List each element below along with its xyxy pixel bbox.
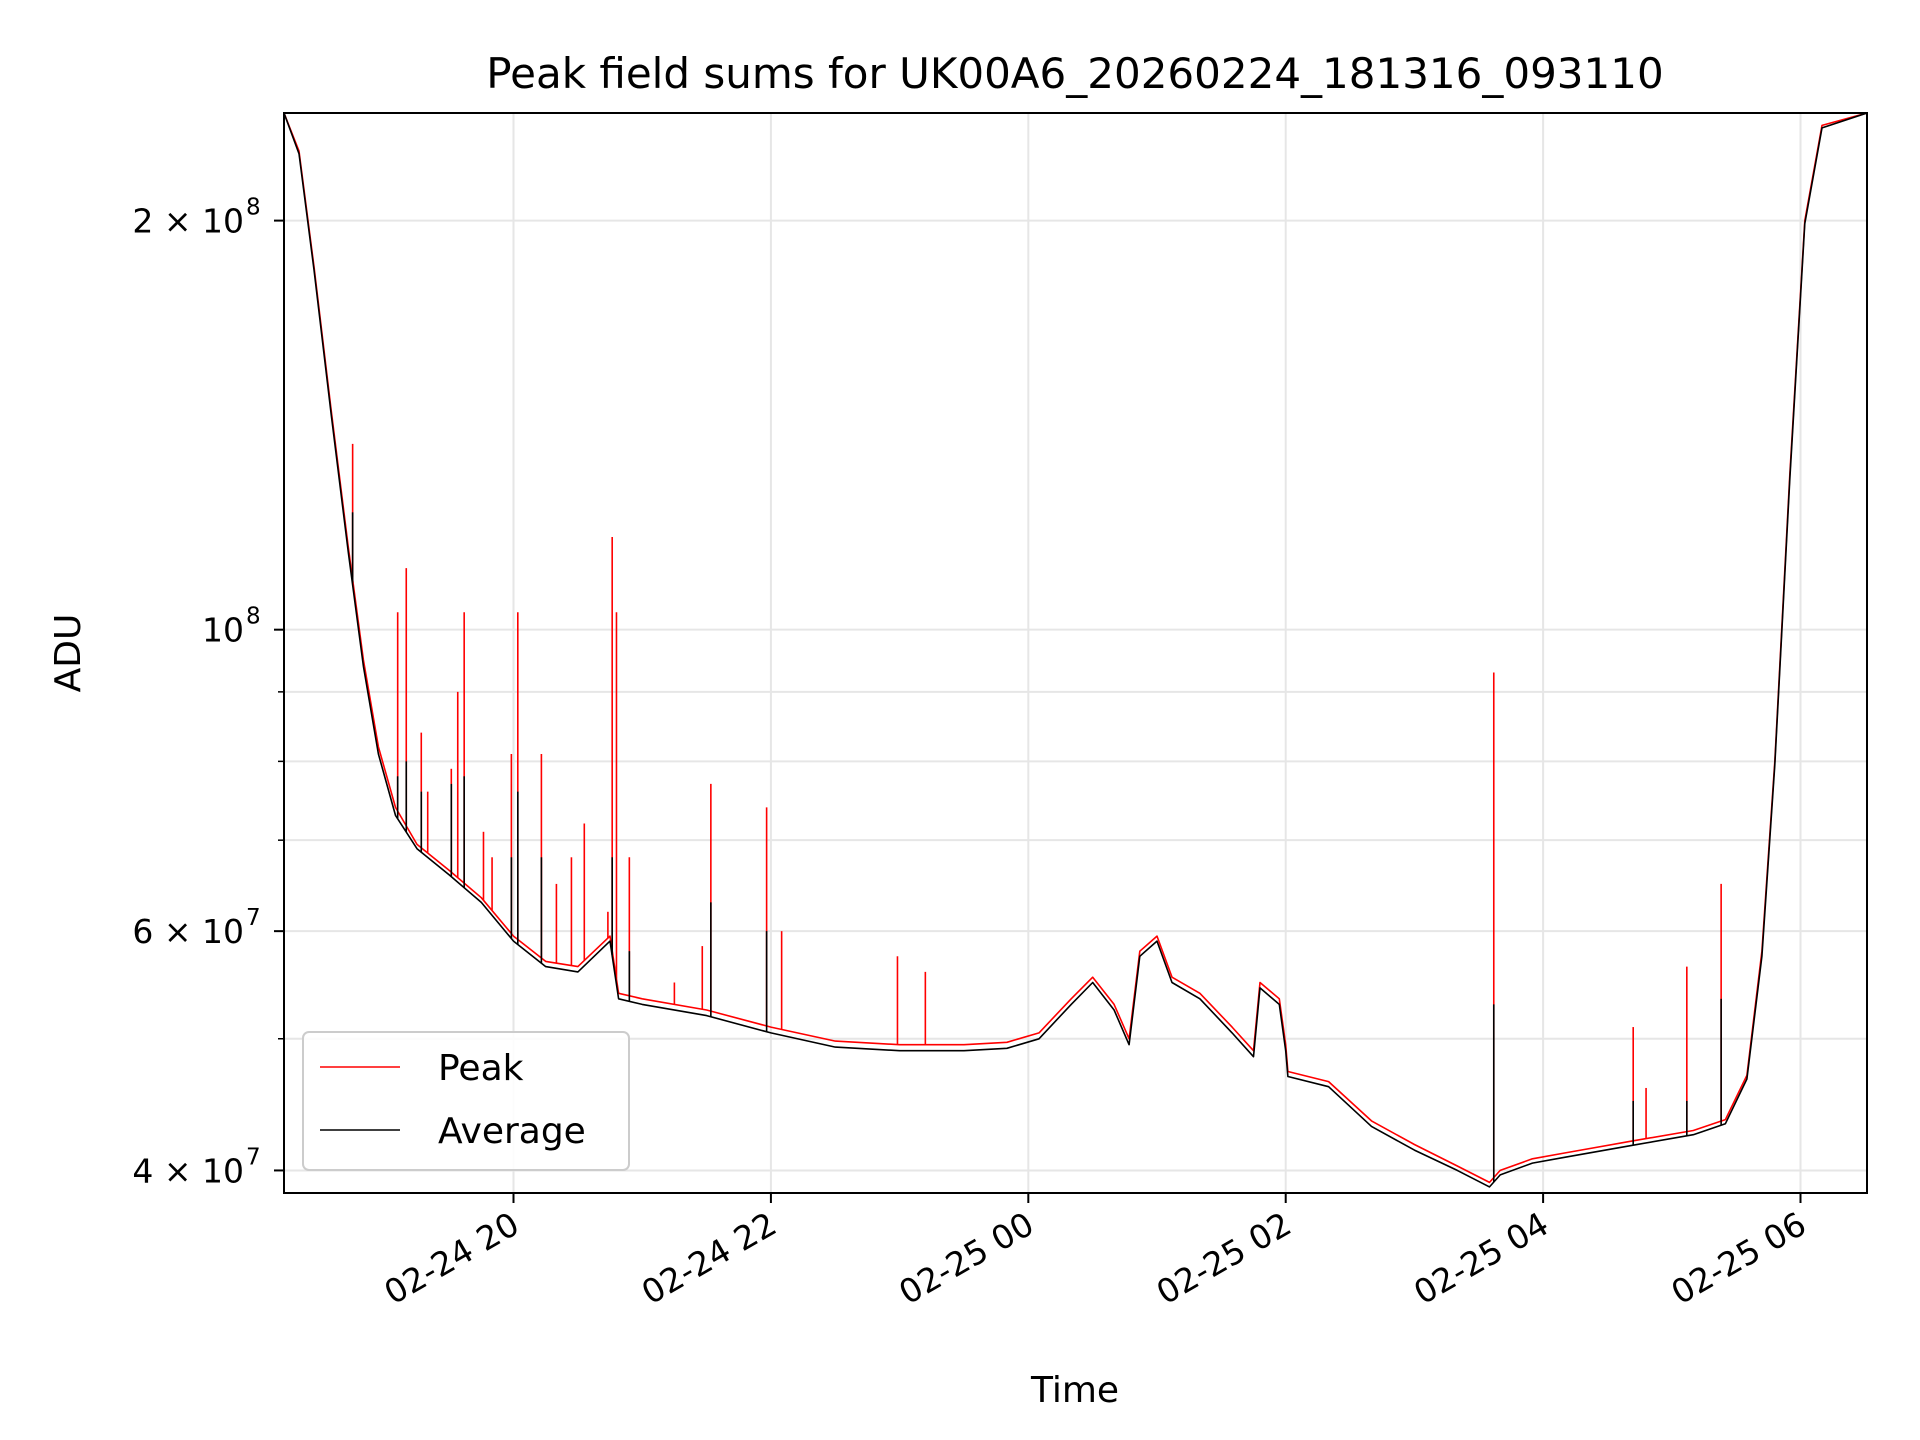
series-layer	[284, 113, 1867, 1188]
chart-title: Peak field sums for UK00A6_20260224_1813…	[486, 49, 1663, 98]
series-line-average	[284, 113, 1867, 1188]
y-tick-label: 4 × 10	[132, 1151, 244, 1190]
y-axis-ticks: 4 × 10 76 × 10 710 82 × 10 8	[132, 195, 284, 1190]
x-axis-label: Time	[1030, 1370, 1119, 1411]
y-tick-label: 6 × 10	[132, 912, 244, 951]
y-tick-exponent: 7	[246, 905, 261, 931]
y-tick-exponent: 8	[246, 604, 261, 630]
y-tick-exponent: 7	[246, 1144, 261, 1170]
legend-label-peak: Peak	[438, 1048, 524, 1089]
legend-label-average: Average	[438, 1111, 586, 1152]
legend: Peak Average	[302, 1031, 630, 1171]
y-tick-exponent: 8	[246, 195, 261, 221]
plot-frame	[283, 112, 1868, 1194]
y-axis-label: ADU	[48, 614, 89, 693]
y-tick-label: 10	[202, 611, 244, 650]
y-tick-label: 2 × 10	[132, 202, 244, 241]
series-average	[284, 113, 1867, 1188]
